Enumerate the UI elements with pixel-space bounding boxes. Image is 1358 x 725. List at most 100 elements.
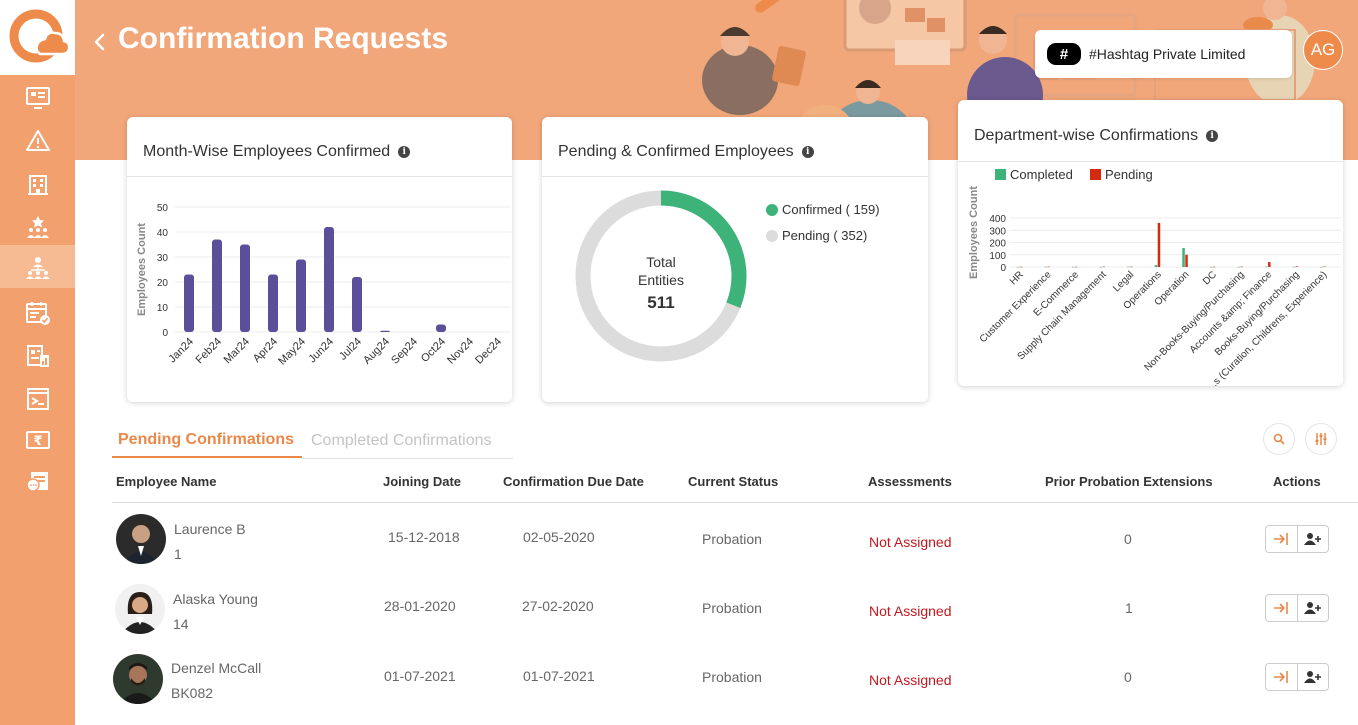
logo-icon bbox=[9, 9, 69, 62]
document-icon bbox=[26, 387, 49, 410]
svg-text:₹: ₹ bbox=[33, 434, 42, 449]
calendar-check-icon bbox=[25, 301, 50, 325]
team-icon bbox=[25, 256, 50, 279]
sidebar-item-organization[interactable] bbox=[0, 162, 75, 205]
info-icon[interactable]: i bbox=[398, 146, 411, 158]
sidebar-item-dashboard[interactable] bbox=[0, 76, 75, 119]
confirm-action-button[interactable] bbox=[1266, 595, 1297, 621]
sidebar-item-team[interactable] bbox=[0, 245, 75, 288]
table-header-divider bbox=[112, 502, 1358, 503]
user-avatar[interactable]: AG bbox=[1303, 30, 1343, 70]
bar-pending bbox=[1130, 266, 1133, 268]
employee-id: 1 bbox=[174, 546, 182, 562]
bar-completed bbox=[1320, 266, 1323, 268]
add-user-button[interactable] bbox=[1296, 595, 1328, 621]
org-selector[interactable]: # #Hashtag Private Limited bbox=[1035, 30, 1292, 78]
employee-name[interactable]: Laurence B bbox=[174, 521, 246, 537]
bar-pending bbox=[1295, 266, 1299, 267]
legend-confirmed[interactable]: Confirmed ( 159) bbox=[766, 202, 880, 217]
x-tick-label: Non-Books-Buying/Purchasing bbox=[1143, 269, 1247, 373]
pending-confirmed-card: Pending & Confirmed Employees i Total En… bbox=[542, 117, 928, 402]
tab-pending-confirmations[interactable]: Pending Confirmations bbox=[118, 431, 294, 448]
bar-Jul24 bbox=[352, 277, 362, 332]
y-tick-label: 0 bbox=[1000, 263, 1006, 274]
sidebar-item-awards[interactable] bbox=[0, 205, 75, 248]
add-user-button[interactable] bbox=[1296, 526, 1328, 552]
search-button[interactable] bbox=[1263, 423, 1295, 455]
legend-pending[interactable]: Pending bbox=[1090, 167, 1153, 182]
card-divider bbox=[542, 176, 928, 177]
user-plus-icon bbox=[1303, 533, 1321, 545]
filter-button[interactable] bbox=[1305, 423, 1337, 455]
bar-completed bbox=[1016, 266, 1020, 268]
chat-doc-icon bbox=[25, 471, 48, 492]
bar-pending bbox=[1157, 222, 1161, 267]
joining-date: 01-07-2021 bbox=[384, 668, 456, 684]
bar-Mar24 bbox=[240, 244, 250, 332]
back-chevron-icon[interactable] bbox=[90, 32, 110, 52]
bar-completed bbox=[1292, 266, 1296, 268]
x-tick-label: Jan24 bbox=[166, 336, 196, 366]
sidebar-item-payroll[interactable]: ₹ bbox=[0, 418, 75, 461]
bar-May24 bbox=[296, 259, 306, 332]
confirm-action-button[interactable] bbox=[1266, 526, 1297, 552]
bar-Oct24 bbox=[436, 324, 446, 332]
bar-completed bbox=[1265, 266, 1268, 268]
employee-name[interactable]: Alaska Young bbox=[173, 591, 258, 607]
assessment-status: Not Assigned bbox=[869, 672, 952, 688]
department-wise-title: Department-wise Confirmations i bbox=[974, 127, 1219, 145]
x-tick-label: Legal bbox=[1111, 269, 1136, 294]
x-tick-label: Dec24 bbox=[473, 336, 504, 367]
arrow-right-bar-icon bbox=[1274, 602, 1289, 614]
sidebar-item-helpdesk[interactable] bbox=[0, 460, 75, 503]
sidebar-item-reports[interactable] bbox=[0, 334, 75, 377]
bar-completed bbox=[1154, 265, 1158, 267]
warning-icon bbox=[25, 129, 50, 151]
y-axis-label: Employees Count bbox=[136, 223, 148, 316]
sidebar-item-documents[interactable] bbox=[0, 377, 75, 420]
info-icon[interactable]: i bbox=[1206, 130, 1219, 142]
employee-name[interactable]: Denzel McCall bbox=[171, 660, 262, 676]
sidebar-item-alerts[interactable] bbox=[0, 119, 75, 162]
col-prior-probation-extensions: Prior Probation Extensions bbox=[1045, 474, 1213, 489]
page-title: Confirmation Requests bbox=[118, 22, 449, 55]
tab-baseline bbox=[302, 458, 513, 459]
card-divider bbox=[127, 176, 512, 177]
legend-pending[interactable]: Pending ( 352) bbox=[766, 228, 867, 243]
x-tick-label: Apr24 bbox=[251, 336, 280, 365]
app-logo[interactable] bbox=[0, 0, 75, 75]
current-status: Probation bbox=[702, 669, 762, 685]
joining-date: 15-12-2018 bbox=[388, 529, 460, 545]
bar-Feb24 bbox=[212, 239, 222, 332]
employee-photo-icon bbox=[113, 654, 163, 704]
bar-completed bbox=[1127, 266, 1130, 268]
building-icon bbox=[27, 174, 48, 195]
due-date: 01-07-2021 bbox=[523, 668, 595, 684]
col-joining-date: Joining Date bbox=[383, 474, 462, 489]
pending-confirmed-title: Pending & Confirmed Employees i bbox=[558, 143, 814, 161]
awards-icon bbox=[26, 215, 49, 238]
tab-completed-confirmations[interactable]: Completed Confirmations bbox=[311, 432, 492, 449]
legend-label: Completed bbox=[1010, 167, 1073, 182]
bar-pending bbox=[1212, 266, 1216, 268]
legend-label: Confirmed ( 159) bbox=[782, 202, 880, 217]
employee-photo-icon bbox=[115, 584, 165, 634]
x-tick-label: Oct24 bbox=[419, 336, 448, 365]
info-icon[interactable]: i bbox=[801, 146, 814, 158]
x-tick-label: Mar24 bbox=[222, 336, 253, 367]
donut-center-line1: Total bbox=[646, 254, 676, 270]
month-wise-chart: 0 10 20 30 40 50 Employees Count Jan24Feb24Mar2… bbox=[136, 203, 511, 367]
current-status: Probation bbox=[702, 600, 762, 616]
department-wise-card: Department-wise Confirmations i Complete… bbox=[958, 100, 1343, 386]
legend-completed[interactable]: Completed bbox=[995, 167, 1073, 182]
department-wise-title-text: Department-wise Confirmations bbox=[974, 127, 1199, 144]
sidebar-item-attendance[interactable] bbox=[0, 291, 75, 334]
y-tick-label: 0 bbox=[162, 328, 168, 339]
report-icon bbox=[26, 344, 49, 367]
bar-completed bbox=[1237, 266, 1240, 268]
confirm-action-button[interactable] bbox=[1266, 664, 1297, 690]
due-date: 02-05-2020 bbox=[523, 529, 595, 545]
add-user-button[interactable] bbox=[1296, 664, 1328, 690]
y-axis-label: Employees Count bbox=[968, 186, 980, 279]
assessment-status: Not Assigned bbox=[869, 603, 952, 619]
